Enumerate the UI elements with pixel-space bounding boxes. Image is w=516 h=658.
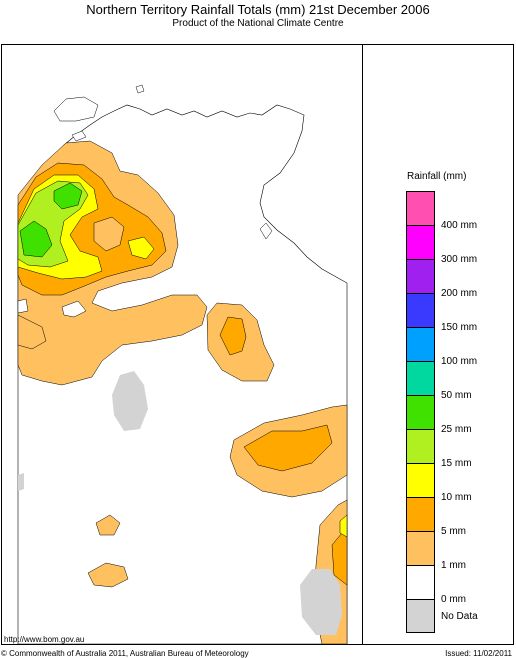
- legend-swatch-0: [406, 565, 435, 599]
- rain-0mm-hole-2: [17, 298, 29, 314]
- legend-label-400: 400 mm: [441, 220, 478, 231]
- legend-label-200: 200 mm: [441, 288, 478, 299]
- rain-5mm-central: [219, 316, 247, 356]
- legend-label-5: 5 mm: [441, 526, 466, 537]
- legend-swatch-10: [406, 463, 435, 497]
- legend-label-0: 0 mm: [441, 594, 466, 605]
- legend-label-25: 25 mm: [441, 424, 472, 435]
- legend-swatch-5: [406, 497, 435, 531]
- rain-25mm-north: [53, 182, 83, 210]
- legend-swatch-nodata: [406, 599, 435, 633]
- legend-swatch-1: [406, 531, 435, 565]
- nodata-area-3: [18, 473, 24, 491]
- rainfall-map: [17, 84, 348, 644]
- rain-5mm-east: [243, 424, 333, 472]
- rain-1mm-west-strip: [17, 314, 47, 350]
- footer-issued-date: Issued: 11/02/2011: [445, 649, 512, 658]
- legend-swatch-150: [406, 293, 435, 327]
- legend: Rainfall (mm) 400 mm 300 mm 200 mm 150 m…: [363, 45, 513, 644]
- nodata-area-2: [300, 569, 342, 635]
- rain-10mm-center: [127, 236, 155, 260]
- rain-25mm-west: [19, 220, 53, 258]
- groote-eylandt: [259, 222, 273, 240]
- legend-label-150: 150 mm: [441, 322, 478, 333]
- legend-swatch-100: [406, 327, 435, 361]
- tiwi-islands: [53, 96, 99, 122]
- legend-divider: [362, 44, 363, 645]
- legend-label-1: 1 mm: [441, 560, 466, 571]
- footer-url[interactable]: http://www.bom.gov.au: [4, 635, 85, 644]
- footer-copyright: © Commonwealth of Australia 2011, Austra…: [1, 649, 249, 658]
- rain-1mm-pocket: [93, 216, 125, 252]
- legend-swatch-400: [406, 191, 435, 225]
- map-frame: [1, 44, 514, 645]
- rain-1mm-patch-b: [87, 562, 129, 588]
- legend-label-50: 50 mm: [441, 390, 472, 401]
- legend-label-300: 300 mm: [441, 254, 478, 265]
- nodata-area-1: [112, 371, 148, 431]
- legend-swatch-15: [406, 429, 435, 463]
- legend-swatch-200: [406, 259, 435, 293]
- legend-label-100: 100 mm: [441, 356, 478, 367]
- legend-swatch-300: [406, 225, 435, 259]
- legend-swatch-50: [406, 361, 435, 395]
- small-island-b: [135, 84, 145, 94]
- rain-10mm-se: [339, 514, 348, 538]
- rain-1mm-patch-a: [95, 514, 121, 536]
- small-island-a: [71, 130, 87, 142]
- legend-label-10: 10 mm: [441, 492, 472, 503]
- legend-title: Rainfall (mm): [407, 171, 467, 182]
- map-subtitle: Product of the National Climate Centre: [172, 18, 344, 29]
- legend-label-15: 15 mm: [441, 458, 472, 469]
- map-title: Northern Territory Rainfall Totals (mm) …: [86, 2, 430, 17]
- legend-swatch-25: [406, 395, 435, 429]
- rain-0mm-hole: [61, 300, 87, 318]
- legend-label-nodata: No Data: [441, 611, 478, 622]
